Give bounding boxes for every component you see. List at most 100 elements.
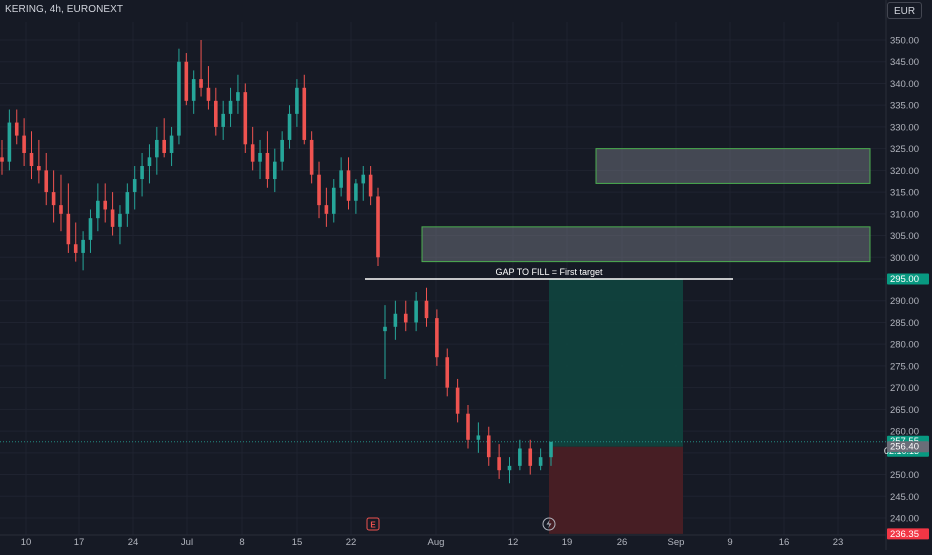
candle-body [243, 92, 248, 145]
candle [177, 48, 181, 145]
resistance-zone-2[interactable] [421, 226, 871, 263]
candle-body [287, 113, 292, 140]
candle-body [324, 205, 329, 214]
candle-body [272, 161, 277, 180]
price-label-box [887, 528, 929, 540]
x-tick-label: 12 [508, 537, 519, 548]
x-tick-label: Sep [668, 537, 685, 548]
candle-body [331, 187, 336, 214]
candle-body [250, 144, 255, 162]
long-position-target[interactable] [549, 279, 683, 447]
candle [103, 183, 108, 223]
candle-body [236, 92, 240, 101]
candle [346, 157, 351, 210]
y-tick-label: 275.00 [890, 361, 919, 372]
candle [466, 405, 470, 449]
candle [295, 79, 299, 127]
candle-body [59, 205, 63, 214]
candle-body [37, 166, 41, 171]
earnings-event-marker[interactable]: E [366, 517, 380, 531]
candle-body [206, 87, 211, 101]
candle-body [14, 122, 19, 136]
long-position-stop[interactable] [549, 446, 683, 534]
y-tick-label: 310.00 [890, 209, 919, 220]
candle-body [368, 174, 373, 197]
candle-body [88, 218, 93, 240]
candle [507, 457, 512, 484]
candle [162, 118, 166, 158]
y-tick-label: 270.00 [890, 383, 919, 394]
candle [445, 348, 450, 397]
candle [354, 179, 358, 214]
candle-body [518, 448, 522, 466]
price-label-box [887, 273, 929, 285]
candle [476, 422, 481, 453]
x-tick-label: 16 [779, 537, 790, 548]
candle-body [118, 213, 122, 227]
candle [155, 126, 159, 175]
candle [368, 166, 373, 206]
candle-body [295, 87, 299, 114]
candle [403, 300, 408, 332]
y-tick-label: 290.00 [890, 296, 919, 307]
candle [309, 131, 314, 184]
candle-body [339, 170, 343, 188]
lightning-icon [546, 519, 552, 529]
candle-body [466, 413, 470, 440]
candle-body [393, 313, 398, 327]
x-tick-label: 24 [128, 537, 139, 548]
y-tick-label: 305.00 [890, 231, 919, 242]
candle [59, 174, 63, 232]
y-tick-label: 280.00 [890, 340, 919, 351]
x-tick-label: 19 [562, 537, 573, 548]
chart-title: KERING, 4h, EURONEXT [5, 4, 124, 15]
price-label-text: 236.35 [890, 529, 919, 540]
candle-body [103, 200, 108, 210]
candle [191, 70, 196, 114]
y-tick-label: 345.00 [890, 57, 919, 68]
y-tick-label: 240.00 [890, 514, 919, 525]
candle-body [162, 139, 166, 153]
x-tick-label: Jul [181, 537, 193, 548]
grid [0, 22, 886, 535]
candle [66, 183, 71, 253]
candle [44, 152, 49, 206]
x-tick-label: 23 [833, 537, 844, 548]
candle-body [81, 239, 85, 253]
dividend-event-marker[interactable] [542, 517, 556, 531]
candle-body [486, 435, 491, 458]
candle-body [66, 213, 71, 245]
resistance-zone-1[interactable] [595, 148, 871, 184]
candle [265, 131, 270, 188]
earnings-icon [366, 517, 380, 531]
x-tick-label: 9 [727, 537, 732, 548]
candle-body [258, 152, 262, 162]
candle-body [155, 139, 159, 158]
candle-body [214, 100, 218, 127]
candle [497, 444, 501, 479]
x-tick-label: 26 [617, 537, 628, 548]
price-label: 256.40 [887, 441, 929, 453]
currency-button[interactable]: EUR [887, 2, 922, 19]
y-tick-label: 250.00 [890, 470, 919, 481]
y-tick-label: 245.00 [890, 492, 919, 503]
candle-body [302, 87, 307, 140]
candle-body [125, 192, 130, 214]
candle-body [476, 435, 481, 440]
candle [125, 183, 130, 227]
candle-body [228, 100, 233, 114]
candle-body [0, 157, 4, 162]
candle [302, 74, 307, 145]
candle-body [361, 174, 366, 184]
candle [243, 83, 248, 153]
candle [250, 126, 255, 171]
candle-body [7, 122, 12, 162]
candle [324, 187, 329, 227]
candle-body [414, 300, 418, 323]
candle [538, 448, 543, 471]
candle-body [73, 244, 78, 253]
y-tick-label: 300.00 [890, 253, 919, 264]
candle-body [96, 200, 100, 219]
